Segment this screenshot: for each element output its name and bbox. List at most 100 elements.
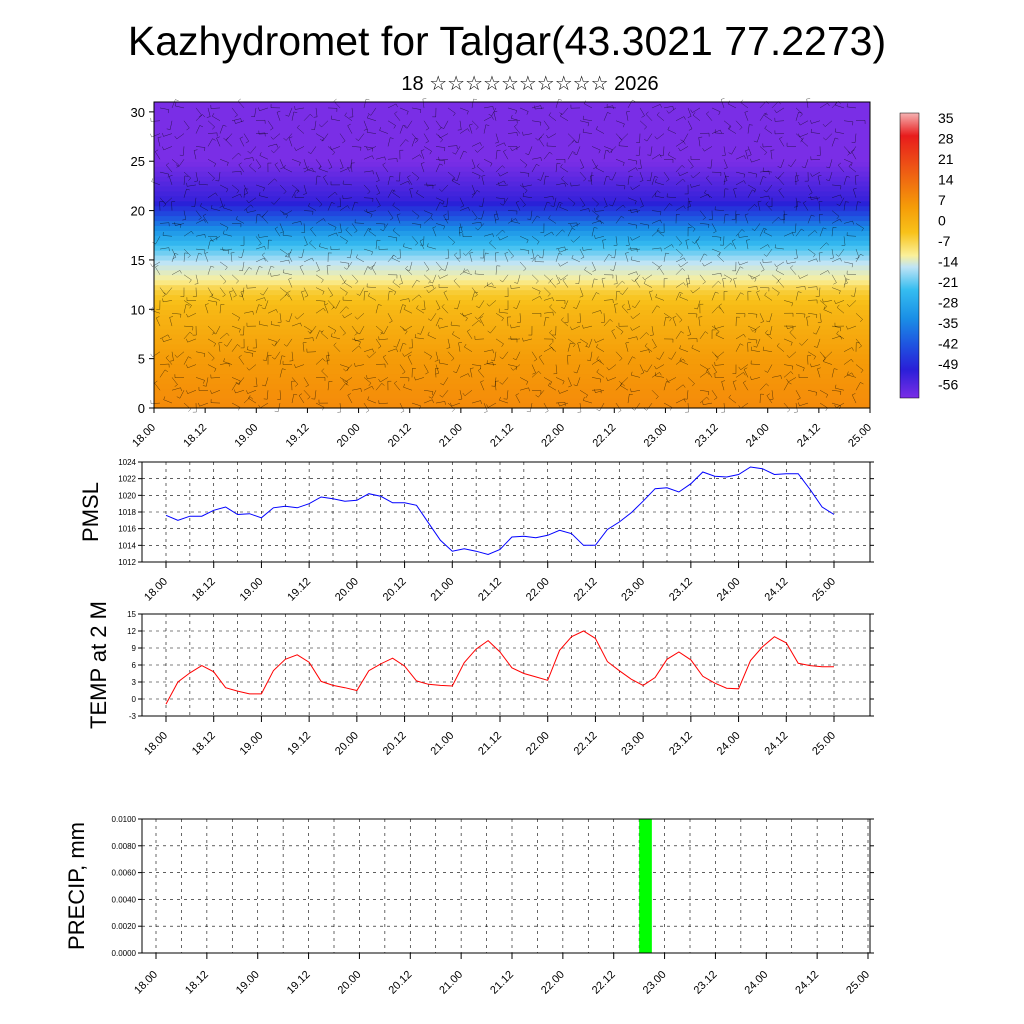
wind-barb [783,300,793,304]
wind-barb-feather [743,380,747,383]
wind-barb [530,403,533,412]
wind-barb [403,309,413,314]
wind-barb [279,210,288,216]
wind-barb-feather [214,368,217,372]
wind-barb [183,356,189,365]
wind-barb [639,146,641,156]
wind-barb-feather [293,111,298,113]
wind-barb-feather [429,281,433,284]
wind-barb [639,349,649,352]
wind-barb [435,364,439,374]
wind-barb [651,210,661,212]
wind-barb [818,287,821,297]
wind-barb-feather [270,321,272,325]
wind-barb-feather [823,227,827,230]
temperature-band [154,220,870,226]
wind-barb-feather [355,254,358,258]
wind-barb [355,222,365,224]
wind-barb-feather [561,176,564,180]
wind-barb-feather [558,390,560,394]
wind-barb [621,306,629,314]
wind-barb-feather [511,217,513,222]
wind-barb-feather [338,232,342,234]
wind-barb-feather [539,296,542,300]
wind-barb-feather [439,163,443,166]
wind-barb-feather [844,282,848,285]
wind-barb [831,335,841,340]
wind-barb [706,113,713,121]
wind-barb [819,227,824,237]
wind-barb [471,171,481,176]
wind-barb [583,400,593,404]
wind-barb [346,261,353,270]
temp-y-label: TEMP at 2 M [86,601,111,729]
wind-barb [231,274,239,282]
wind-barb [375,383,382,391]
wind-barb-feather [596,215,600,219]
wind-barb [250,146,257,154]
x-tick-label: 21.00 [428,730,456,758]
wind-barb [327,287,333,296]
wind-barb [507,218,516,224]
wind-barb [194,197,197,207]
wind-barb-feather [303,193,307,195]
wind-barb [706,177,713,186]
wind-barb-feather [561,317,564,321]
wind-barb-feather [202,114,206,118]
wind-barb-feather [720,273,722,277]
wind-barb-feather [467,269,470,273]
wind-barb-feather [850,295,855,297]
x-tick-label: 20.12 [381,730,409,758]
pmsl-grid [142,461,870,563]
wind-barb [692,287,701,294]
wind-barb [751,349,761,352]
wind-barb-feather [857,201,862,203]
wind-barb [183,300,192,306]
x-tick-label: 25.00 [810,576,838,604]
wind-barb [315,274,324,281]
wind-barb-feather [402,353,405,357]
wind-barb-feather [179,270,182,274]
wind-barb-feather [358,345,362,349]
wind-barb [255,246,265,250]
wind-barb [411,294,420,301]
wind-barb-feather [799,113,803,117]
wind-barb-feather [587,122,589,127]
wind-barb [387,291,390,301]
wind-barb-feather [420,149,425,151]
wind-barb [423,133,429,142]
wind-barb [591,292,597,301]
wind-barb [211,377,221,379]
wind-barb-feather [817,367,821,370]
wind-barb [703,261,713,267]
wind-barb [511,221,521,224]
wind-barb [315,197,323,205]
wind-barb [394,383,401,391]
wind-barb-feather [548,215,551,219]
wind-barb-feather [343,368,347,372]
wind-barb [801,140,809,147]
wind-barb [747,189,753,198]
wind-barb [163,300,173,303]
y-tick-label: 1012 [118,558,136,567]
wind-barb-feather [621,304,625,307]
wind-barb-feather [248,395,251,399]
wind-barb [759,244,768,250]
wind-barb [603,112,608,121]
wind-barb [274,228,281,237]
wind-barb [471,159,476,168]
wind-barb [752,274,761,280]
wind-barb-feather [549,304,553,308]
wind-barb [765,203,773,211]
wind-barb-feather [654,372,656,376]
wind-barb [447,338,451,348]
wind-barb-feather [223,204,225,208]
wind-barb [331,118,341,121]
wind-barb [651,104,661,109]
wind-barb-feather [834,368,838,370]
wind-barb-feather [395,103,398,108]
wind-barb [831,249,834,258]
wind-barb-feather [438,324,440,329]
wind-barb-feather [621,215,625,219]
wind-barb [242,261,245,271]
